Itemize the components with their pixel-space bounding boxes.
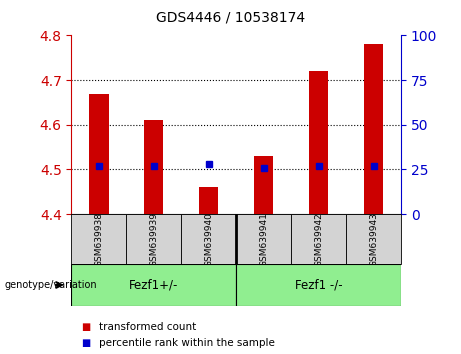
Text: GSM639941: GSM639941 [259,212,268,267]
Text: genotype/variation: genotype/variation [5,280,97,290]
Text: transformed count: transformed count [99,322,196,332]
Text: ■: ■ [81,338,90,348]
Text: GSM639940: GSM639940 [204,212,213,267]
Text: GSM639939: GSM639939 [149,212,159,267]
Text: Fezf1 -/-: Fezf1 -/- [295,279,343,291]
FancyBboxPatch shape [71,264,236,306]
FancyBboxPatch shape [346,214,401,264]
Text: Fezf1+/-: Fezf1+/- [129,279,178,291]
Bar [309,71,328,214]
FancyBboxPatch shape [291,214,346,264]
Bar [254,156,273,214]
Text: GSM639943: GSM639943 [369,212,378,267]
Text: GDS4446 / 10538174: GDS4446 / 10538174 [156,11,305,25]
FancyBboxPatch shape [126,214,181,264]
Bar [89,93,108,214]
Bar [364,44,383,214]
Text: ■: ■ [81,322,90,332]
Bar [144,120,164,214]
Bar [199,187,219,214]
FancyBboxPatch shape [71,214,126,264]
Text: percentile rank within the sample: percentile rank within the sample [99,338,275,348]
FancyBboxPatch shape [181,214,236,264]
FancyBboxPatch shape [236,214,291,264]
FancyBboxPatch shape [236,264,401,306]
Text: GSM639942: GSM639942 [314,212,323,267]
Text: GSM639938: GSM639938 [95,212,103,267]
